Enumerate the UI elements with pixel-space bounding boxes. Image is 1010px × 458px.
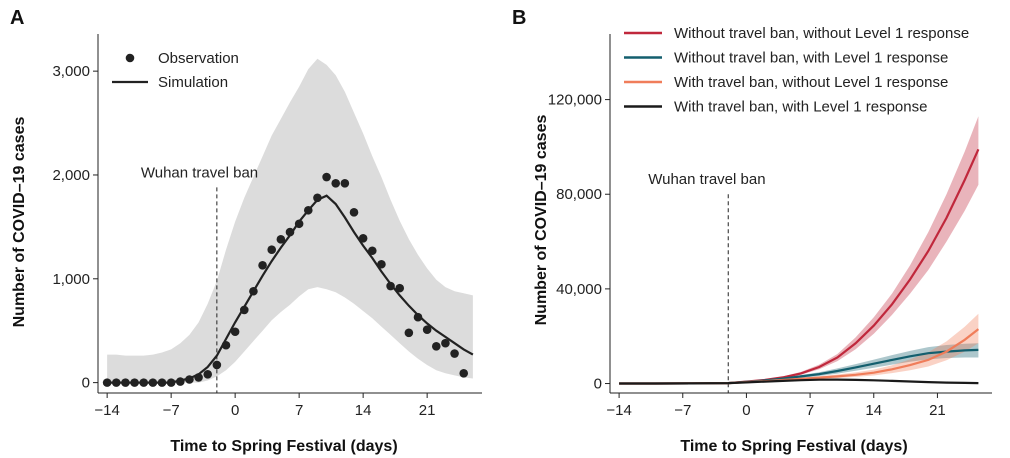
panel-a-legend-observation-label: Observation: [158, 50, 239, 67]
panel-a-observation-point: [148, 378, 158, 387]
panel-a-observation-point: [212, 360, 222, 370]
panel-a-axes: −14 −7 0 7 14 21 0 1,000 2,000 3,000: [52, 34, 482, 419]
panel-a-y-tick-label: 2,000: [52, 167, 90, 184]
panel-b-x-tick-label: −7: [674, 402, 691, 419]
panel-b-uncertainty-bands: [619, 116, 979, 384]
panel-a-observation-point: [422, 325, 432, 334]
panel-a-observation-point: [377, 259, 386, 269]
panel-a-x-tick-label: 21: [419, 402, 436, 419]
panel-a-x-tick-label: 14: [355, 402, 372, 419]
panel-a-band-area: [107, 58, 473, 383]
panel-a-y-tick-label: 1,000: [52, 271, 90, 288]
panel-a-observation-point: [276, 235, 286, 244]
panel-b-series: [619, 148, 980, 385]
panel-b-y-tick-label: 80,000: [556, 186, 602, 203]
panel-a-x-tick-label: −7: [163, 402, 180, 419]
panel-a-observation-point: [358, 234, 368, 243]
panel-b-legend-label-2: Without travel ban, with Level 1 respons…: [674, 50, 948, 67]
panel-b-y-tick-label: 40,000: [556, 281, 602, 298]
panel-a-observation-point: [367, 246, 377, 256]
panel-a-legend-point-marker: [125, 53, 135, 63]
panel-b-axes: −14 −7 0 7 14 21 0 40,000 80,000 120,000: [548, 34, 992, 419]
panel-b-x-tick-label: −14: [606, 402, 631, 419]
panel-a-observation-point: [450, 349, 459, 358]
panel-b-legend: Without travel ban, without Level 1 resp…: [624, 25, 969, 116]
panel-b-x-tick-label: 14: [865, 402, 882, 419]
panel-a-uncertainty-band: [107, 58, 473, 383]
panel-a-observation-point: [331, 178, 341, 188]
panel-a-observation-point: [340, 178, 350, 188]
panel-b-x-tick-label: 21: [929, 402, 946, 419]
panel-a: A Wuhan travel ban −14 −7 0 7 14 21 0 1,000 2,00…: [10, 7, 482, 455]
panel-b-x-tick-label: 7: [806, 402, 814, 419]
panel-b-y-axis-title: Number of COVID–19 cases: [533, 115, 550, 326]
panel-a-observation-point: [285, 227, 295, 237]
panel-b-travel-ban-label: Wuhan travel ban: [648, 171, 765, 188]
panel-a-observation-point: [185, 375, 194, 384]
panel-b-legend-label-1: Without travel ban, without Level 1 resp…: [674, 25, 969, 42]
panel-a-observation-point: [175, 377, 185, 386]
panel-a-observation-point: [249, 286, 258, 296]
panel-a-observation-point: [413, 312, 423, 322]
panel-a-observation-point: [431, 341, 441, 351]
panel-b-legend-label-3: With travel ban, without Level 1 respons…: [674, 74, 948, 91]
panel-a-y-tick-label: 3,000: [52, 63, 90, 80]
panel-a-observation-point: [303, 205, 313, 215]
panel-a-y-axis-title: Number of COVID–19 cases: [11, 117, 28, 328]
panel-b-band-2: [619, 343, 979, 384]
panel-b-y-tick-label: 120,000: [548, 92, 602, 109]
panel-a-observation-point: [267, 245, 277, 255]
panel-a-observation-point: [130, 378, 139, 387]
panel-b-y-tick-label: 0: [594, 376, 602, 393]
panel-a-observation-point: [111, 378, 121, 387]
panel-a-observation-point: [441, 338, 450, 348]
panel-a-observation-point: [313, 193, 322, 203]
panel-b: B Wuhan travel ban −14 −7 0 7 14 21 0 40,000 80,…: [512, 7, 992, 455]
panel-b-letter: B: [512, 7, 526, 29]
panel-a-observation-point: [459, 368, 469, 378]
panel-a-observation-point: [322, 172, 331, 182]
panel-a-observation-point: [166, 378, 176, 387]
panel-a-x-tick-label: −14: [94, 402, 119, 419]
panel-a-observation-point: [395, 283, 405, 293]
panel-a-letter: A: [10, 7, 24, 29]
panel-a-observation-point: [230, 327, 240, 337]
panel-a-x-axis-title: Time to Spring Festival (days): [170, 438, 397, 455]
panel-a-observation-point: [239, 305, 249, 315]
panel-a-observation-point: [121, 378, 130, 387]
panel-a-y-tick-label: 0: [82, 375, 90, 392]
panel-b-band-1: [619, 116, 979, 384]
panel-b-x-axis-title: Time to Spring Festival (days): [680, 438, 907, 455]
panel-a-legend-simulation-label: Simulation: [158, 74, 228, 91]
panel-a-observation-point: [294, 219, 304, 229]
panel-a-observation-point: [386, 281, 395, 291]
panel-a-series: [102, 172, 474, 387]
panel-b-series-line-4: [619, 378, 979, 385]
panel-a-legend: Observation Simulation: [112, 50, 239, 91]
panel-a-observation-point: [203, 370, 213, 379]
panel-a-observation-point: [102, 378, 112, 387]
panel-a-observation-point: [221, 340, 231, 350]
panel-a-observation-point: [157, 378, 167, 387]
panel-a-observation-point: [349, 208, 359, 217]
panel-b-legend-label-4: With travel ban, with Level 1 response: [674, 99, 927, 116]
panel-a-observation-point: [194, 373, 203, 382]
panel-a-x-tick-label: 0: [231, 402, 239, 419]
panel-a-observation-point: [404, 328, 414, 338]
panel-b-x-tick-label: 0: [742, 402, 750, 419]
panel-a-travel-ban-label: Wuhan travel ban: [141, 164, 258, 181]
panel-a-observation-point: [258, 260, 267, 270]
panel-a-observation-point: [139, 378, 149, 387]
panel-a-x-tick-label: 7: [295, 402, 303, 419]
